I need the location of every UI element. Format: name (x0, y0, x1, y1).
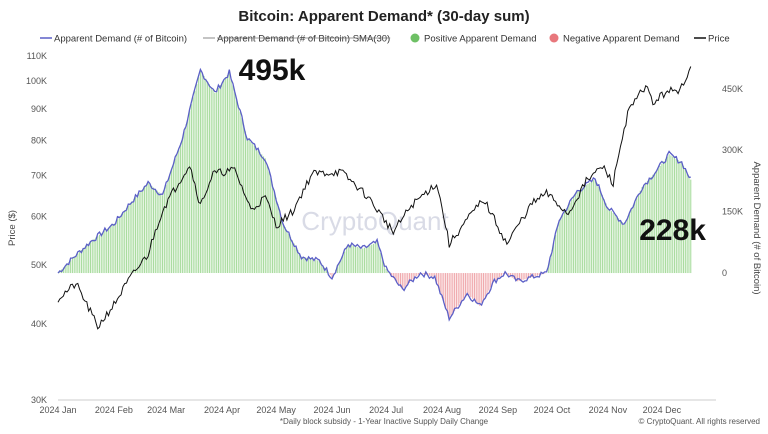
x-tick-label: 2024 Jun (313, 405, 350, 415)
legend-label: Negative Apparent Demand (563, 34, 680, 45)
left-tick-label: 50K (31, 260, 47, 270)
footnote: *Daily block subsidy - 1-Year Inactive S… (280, 417, 489, 426)
x-tick-label: 2024 Apr (204, 405, 240, 415)
x-tick-label: 2024 Nov (589, 405, 628, 415)
right-axis: 450K 300K 150K 0 (722, 84, 743, 278)
price-line (57, 66, 692, 330)
annotations: 495k 228k (239, 54, 707, 247)
legend-marker (410, 33, 420, 43)
chart-title: Bitcoin: Apparent Demand* (30-day sum) (238, 8, 529, 25)
legend-label: Apparent Demand (# of Bitcoin) (54, 34, 187, 45)
watermark: CryptoQuant (301, 206, 449, 236)
left-tick-label: 100K (26, 76, 47, 86)
left-tick-label: 80K (31, 135, 47, 145)
annotation-label: 495k (239, 54, 306, 87)
legend-label: Price (708, 34, 730, 45)
demand-bars (59, 70, 692, 319)
x-tick-label: 2024 Feb (95, 405, 133, 415)
legend-label: Positive Apparent Demand (424, 34, 536, 45)
x-tick-label: 2024 Dec (643, 405, 682, 415)
x-axis: 2024 Jan 2024 Feb 2024 Mar 2024 Apr 2024 May… (39, 405, 681, 415)
annotation-label: 228k (639, 214, 706, 247)
left-tick-label: 40K (31, 319, 47, 329)
left-tick-label: 70K (31, 171, 47, 181)
x-tick-label: 2024 Sep (479, 405, 518, 415)
credit: © CryptoQuant. All rights reserved (639, 417, 761, 426)
right-tick-label: 300K (722, 145, 743, 155)
apparent-demand-line (57, 67, 691, 322)
x-tick-label: 2024 May (256, 405, 296, 415)
right-tick-label: 450K (722, 84, 743, 94)
x-tick-label: 2024 Aug (423, 405, 461, 415)
left-tick-label: 90K (31, 104, 47, 114)
right-tick-label: 0 (722, 268, 727, 278)
right-tick-label: 150K (722, 207, 743, 217)
chart-legend: Apparent Demand (# of Bitcoin) Apparent D… (40, 33, 730, 45)
right-axis-title: Apparent Demand (# of Bitcoin) (751, 161, 762, 294)
left-tick-label: 110K (27, 51, 47, 61)
x-tick-label: 2024 Oct (534, 405, 571, 415)
x-tick-label: 2024 Jul (369, 405, 403, 415)
left-axis: 110K 100K 90K 80K 70K 60K 50K 40K 30K (26, 51, 47, 405)
left-axis-title: Price ($) (7, 210, 18, 246)
legend-marker (549, 33, 559, 43)
legend-label: Apparent Demand (# of Bitcoin) SMA(30) (217, 34, 390, 45)
x-tick-label: 2024 Mar (147, 405, 185, 415)
left-tick-label: 60K (31, 211, 47, 221)
x-tick-label: 2024 Jan (39, 405, 76, 415)
left-tick-label: 30K (31, 395, 47, 405)
